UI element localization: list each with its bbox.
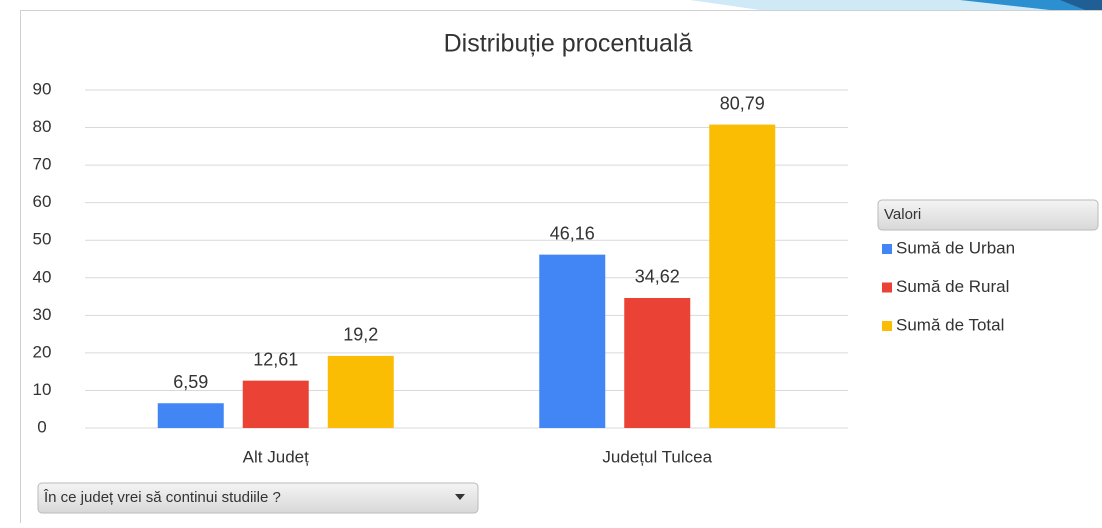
bar bbox=[328, 356, 394, 428]
y-tick-label: 70 bbox=[33, 155, 52, 174]
y-tick-label: 80 bbox=[33, 117, 52, 136]
y-tick-label: 30 bbox=[33, 305, 52, 324]
bar bbox=[243, 381, 309, 428]
y-tick-label: 50 bbox=[33, 230, 52, 249]
bar bbox=[158, 403, 224, 428]
y-tick-label: 90 bbox=[33, 79, 52, 98]
value-label: 80,79 bbox=[720, 93, 765, 113]
legend-title: Valori bbox=[884, 206, 921, 223]
y-tick-label: 10 bbox=[33, 380, 52, 399]
legend-swatch bbox=[882, 283, 892, 293]
y-tick-label: 0 bbox=[37, 417, 46, 436]
chart-title: Distribuție procentuală bbox=[444, 30, 693, 58]
x-tick-label: Alt Județ bbox=[243, 447, 309, 466]
filter-label: În ce județ vrei să continui studiile ? bbox=[43, 489, 281, 506]
value-label: 46,16 bbox=[550, 223, 595, 243]
legend-swatch bbox=[882, 244, 892, 254]
legend-label: Sumă de Urban bbox=[896, 238, 1015, 257]
value-label: 6,59 bbox=[173, 372, 208, 392]
x-tick-label: Județul Tulcea bbox=[602, 447, 712, 466]
value-label: 12,61 bbox=[253, 349, 298, 369]
bar bbox=[709, 125, 775, 428]
legend-swatch bbox=[882, 321, 892, 331]
value-label: 19,2 bbox=[343, 325, 378, 345]
value-label: 34,62 bbox=[635, 267, 680, 287]
legend-label: Sumă de Rural bbox=[896, 277, 1009, 296]
bar bbox=[624, 298, 690, 428]
legend-label: Sumă de Total bbox=[896, 315, 1004, 334]
y-tick-label: 40 bbox=[33, 267, 52, 286]
y-tick-label: 20 bbox=[33, 342, 52, 361]
y-tick-label: 60 bbox=[33, 192, 52, 211]
bar bbox=[539, 255, 605, 428]
